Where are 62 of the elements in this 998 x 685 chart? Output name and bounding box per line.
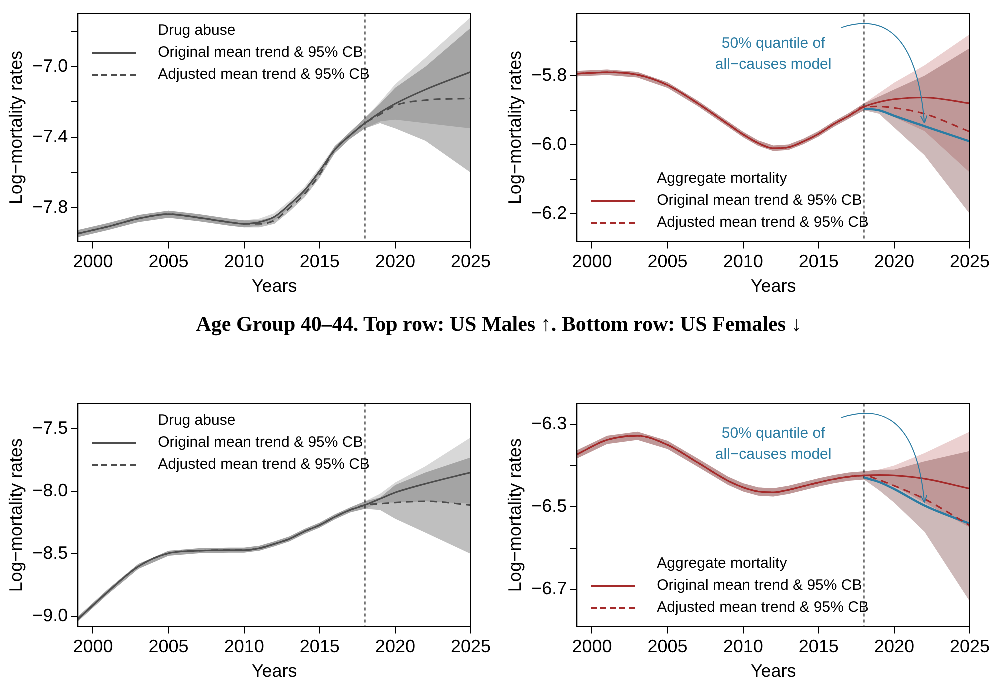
x-tick-label: 2015	[798, 252, 839, 272]
x-tick-label: 2025	[950, 636, 990, 657]
x-tick-label: 2010	[723, 252, 764, 272]
y-tick-label: −8.5	[32, 543, 68, 564]
x-axis-title: Years	[750, 661, 796, 682]
y-tick-label: −7.4	[32, 126, 68, 146]
x-tick-label: 2000	[572, 636, 612, 657]
x-tick-label: 2005	[148, 252, 189, 272]
legend-label: Original mean trend & 95% CB	[657, 190, 862, 211]
y-tick-label: −5.8	[532, 64, 568, 85]
y-tick-label: −6.7	[532, 578, 568, 599]
x-tick-label: 2005	[148, 636, 189, 657]
annotation: 50% quantile of all−causes model	[715, 34, 832, 73]
x-tick-label: 2010	[723, 636, 764, 657]
legend-label: Adjusted mean trend & 95% CB	[158, 454, 370, 475]
y-axis-title: Log−mortality rates	[504, 438, 525, 592]
chart-title: Age Group 40–44. Top row: US Males ↑. Bottom row: US Females ↓	[195, 312, 803, 337]
x-tick-label: 2025	[450, 636, 492, 657]
x-tick-label: 2020	[874, 252, 914, 272]
x-axis-title: Years	[252, 661, 298, 682]
legend-title: Aggregate mortality	[656, 168, 788, 189]
x-axis-title: Years	[750, 276, 796, 296]
legend-label: Original mean trend & 95% CB	[158, 432, 364, 453]
y-axis-title: Log−mortality rates	[6, 51, 26, 205]
y-tick-label: −6.2	[532, 203, 568, 224]
y-tick-label: −7.0	[32, 56, 68, 76]
legend-label: Adjusted mean trend & 95% CB	[657, 598, 869, 618]
line-series	[863, 108, 970, 143]
x-axis-title: Years	[252, 276, 298, 296]
y-tick-label: −6.3	[532, 413, 568, 434]
y-tick-label: −6.5	[532, 496, 568, 516]
legend-label: Adjusted mean trend & 95% CB	[158, 64, 370, 85]
y-tick-label: −7.5	[32, 418, 68, 438]
x-tick-label: 2020	[874, 636, 914, 657]
x-tick-label: 2010	[224, 252, 264, 272]
legend-title: Aggregate mortality	[656, 554, 788, 574]
x-tick-label: 2025	[450, 252, 492, 272]
y-axis-title: Log−mortality rates	[6, 438, 26, 592]
x-tick-label: 2005	[648, 636, 688, 657]
x-tick-label: 2000	[572, 252, 612, 272]
y-tick-label: −9.0	[32, 606, 68, 626]
line-series	[863, 476, 970, 526]
y-tick-label: −7.8	[32, 197, 68, 218]
y-tick-label: −8.0	[32, 480, 68, 500]
x-tick-label: 2015	[300, 636, 340, 657]
legend-title: Drug abuse	[157, 20, 237, 41]
x-tick-label: 2020	[375, 636, 416, 657]
legend-label: Adjusted mean trend & 95% CB	[657, 212, 869, 233]
legend-label: Original mean trend & 95% CB	[158, 42, 364, 63]
legend-title: Drug abuse	[157, 410, 237, 431]
x-tick-label: 2005	[648, 252, 688, 272]
x-tick-label: 2015	[798, 636, 839, 657]
y-axis-title: Log−mortality rates	[504, 51, 525, 205]
x-tick-label: 2000	[73, 252, 114, 272]
x-tick-label: 2000	[73, 636, 114, 657]
x-tick-label: 2015	[300, 252, 340, 272]
y-tick-label: −6.0	[532, 134, 568, 154]
x-tick-label: 2010	[224, 636, 264, 657]
annotation: 50% quantile of all−causes model	[715, 424, 832, 463]
x-tick-label: 2025	[950, 252, 990, 272]
legend-label: Original mean trend & 95% CB	[657, 576, 862, 596]
x-tick-label: 2020	[375, 252, 416, 272]
